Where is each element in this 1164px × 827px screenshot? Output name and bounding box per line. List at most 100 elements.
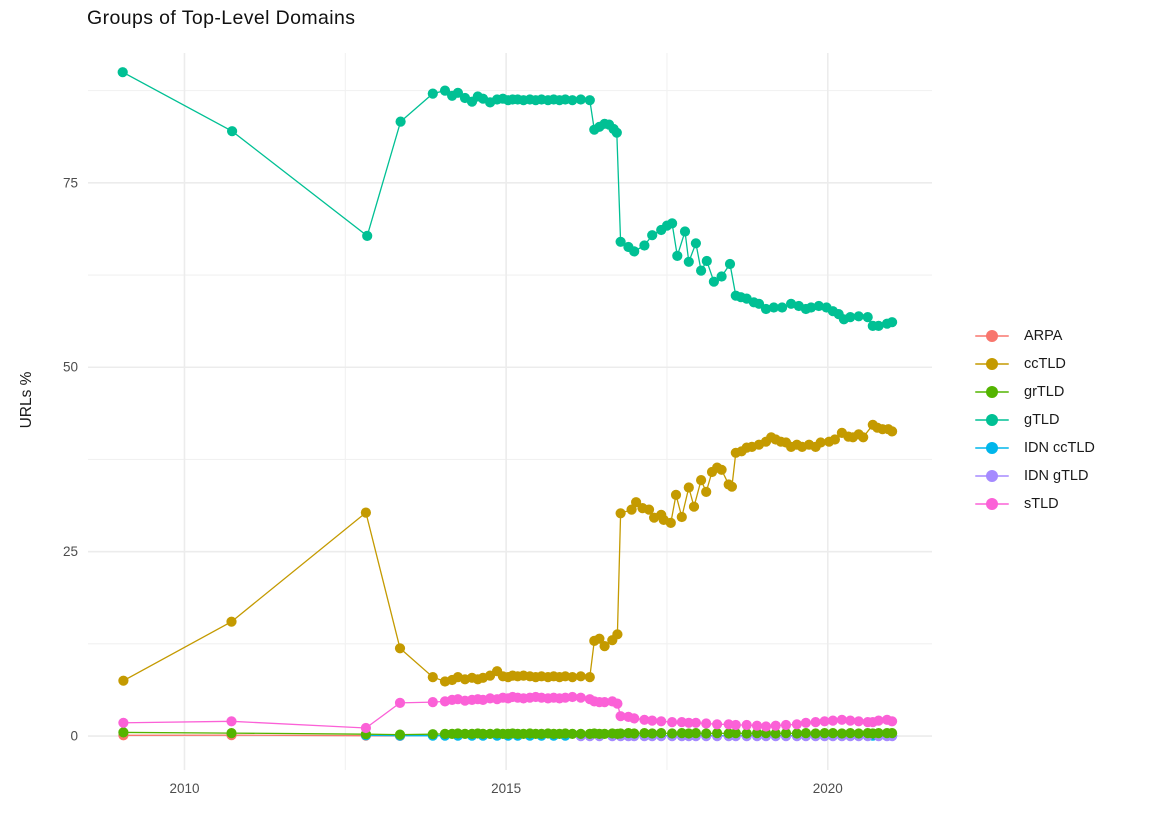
data-point [810, 717, 821, 728]
data-point [615, 728, 626, 739]
legend-label: grTLD [1024, 384, 1065, 400]
data-point [575, 671, 586, 682]
data-point [118, 717, 129, 728]
data-point [672, 250, 683, 261]
legend-key-icon [975, 358, 1009, 370]
data-point [696, 475, 707, 486]
data-point [800, 717, 812, 728]
data-point [791, 719, 803, 730]
data-point [827, 715, 839, 726]
data-point [712, 728, 723, 739]
data-point [667, 717, 678, 728]
data-point [751, 728, 763, 739]
legend-key-icon [975, 330, 1009, 342]
data-point [751, 720, 763, 731]
data-point [806, 302, 817, 313]
data-point [701, 728, 712, 739]
y-axis-title: URLs % [18, 371, 35, 429]
data-point [615, 711, 626, 722]
data-point [117, 67, 128, 78]
data-point [701, 255, 712, 267]
data-point [665, 517, 676, 529]
data-point [667, 218, 678, 229]
data-point [118, 727, 129, 738]
data-point [701, 486, 712, 497]
data-point [452, 87, 463, 98]
data-point [612, 698, 623, 709]
legend-key-icon [975, 414, 1009, 426]
legend-entry-arpa: ARPA [975, 322, 1095, 350]
data-point [656, 728, 667, 739]
data-point [726, 481, 738, 492]
y-tick-label: 0 [70, 729, 78, 744]
data-point [629, 246, 640, 257]
series-points-sTLD [118, 691, 898, 734]
data-point [670, 489, 682, 500]
data-point [829, 434, 841, 445]
data-point [810, 728, 821, 739]
data-point [612, 629, 623, 640]
legend-entry-idn-gtld: IDN gTLD [975, 462, 1095, 490]
data-point [873, 320, 884, 331]
data-point [845, 728, 856, 739]
data-point [631, 497, 642, 508]
data-point [643, 504, 655, 515]
data-point [724, 258, 736, 270]
data-point [599, 697, 610, 708]
data-point [690, 238, 702, 249]
data-point [836, 728, 848, 739]
data-point [394, 643, 406, 654]
data-point [716, 271, 727, 282]
data-point [639, 728, 650, 739]
data-point [575, 94, 586, 105]
data-point [679, 226, 691, 237]
data-point [819, 716, 830, 727]
data-point [730, 728, 741, 739]
data-point [853, 716, 864, 727]
data-point [815, 437, 826, 448]
legend-label: ARPA [1024, 328, 1063, 344]
chart-title: Groups of Top-Level Domains [87, 7, 356, 29]
data-point [836, 714, 848, 725]
data-point [611, 127, 622, 138]
legend-key-icon [975, 442, 1009, 454]
y-tick-label: 50 [63, 360, 78, 375]
y-tick-label: 75 [63, 175, 78, 190]
data-point [575, 692, 586, 703]
y-tick-label: 25 [63, 544, 78, 559]
legend: ARPA ccTLD grTLD gTLD IDN ccTLD IDN gTLD sTLD [975, 322, 1095, 518]
legend-entry-idn-cctld: IDN ccTLD [975, 434, 1095, 462]
data-point [845, 312, 856, 323]
data-point [862, 312, 873, 323]
series-line-gTLD [122, 71, 893, 327]
data-point [599, 641, 610, 652]
data-point [887, 317, 898, 328]
legend-key-icon [975, 470, 1009, 482]
data-point [780, 719, 792, 731]
legend-key-icon [975, 386, 1009, 398]
data-point [690, 717, 702, 728]
data-point [708, 276, 720, 287]
data-point [760, 721, 772, 732]
data-point [118, 675, 129, 686]
data-point [853, 311, 864, 322]
data-point [427, 729, 438, 740]
data-point [770, 720, 781, 731]
data-point [594, 633, 605, 644]
legend-key-icon [975, 498, 1009, 510]
data-point [858, 432, 869, 443]
data-point [439, 85, 451, 96]
legend-entry-stld: sTLD [975, 490, 1095, 518]
data-point [712, 719, 723, 730]
legend-entry-gtld: gTLD [975, 406, 1095, 434]
data-point [584, 672, 595, 683]
legend-label: IDN gTLD [1024, 468, 1089, 484]
data-point [873, 728, 884, 739]
data-point [676, 511, 687, 523]
data-point [427, 697, 438, 708]
data-point [226, 716, 237, 727]
data-point [639, 714, 650, 725]
data-point [394, 729, 406, 740]
data-point [741, 728, 752, 739]
